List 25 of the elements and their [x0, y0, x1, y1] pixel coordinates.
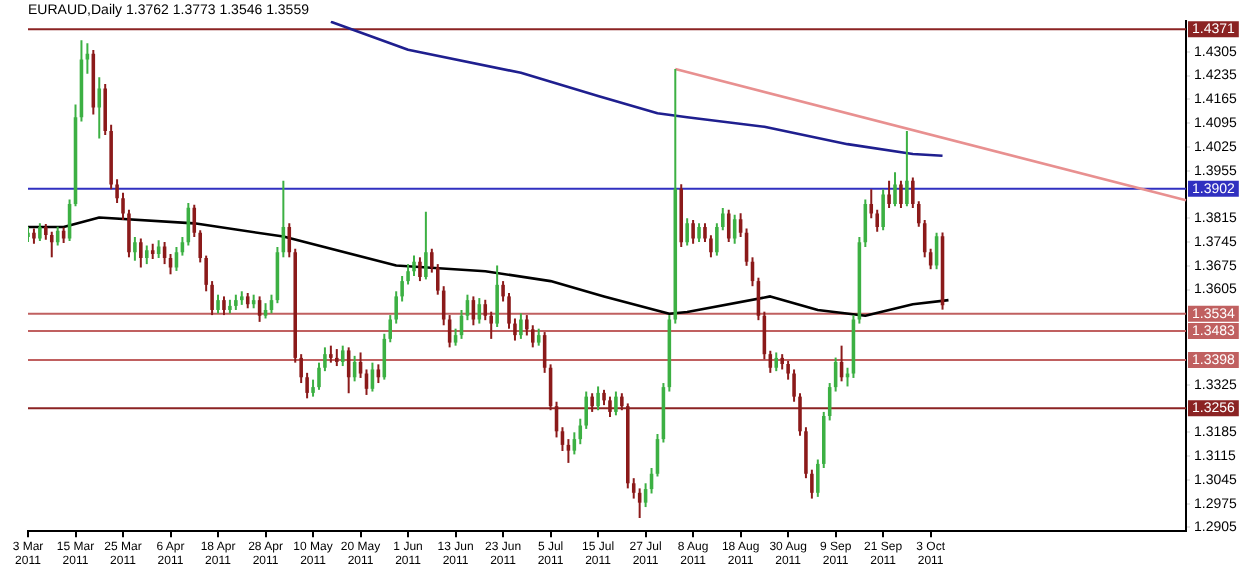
candlestick	[340, 344, 345, 368]
candlestick	[222, 295, 226, 317]
candlestick	[133, 235, 137, 262]
candlestick	[519, 312, 523, 340]
candlestick	[97, 76, 102, 140]
candlestick	[216, 293, 220, 315]
candlestick	[614, 390, 618, 417]
candlestick	[691, 218, 695, 245]
candlestick	[139, 237, 143, 269]
candlestick	[899, 179, 903, 210]
candlestick	[726, 208, 731, 244]
candlestick	[893, 171, 897, 208]
candlestick	[418, 256, 422, 283]
candlestick	[424, 210, 428, 281]
candlestick	[774, 351, 779, 373]
candlestick	[144, 244, 149, 266]
candlestick	[881, 188, 885, 232]
candlestick	[412, 254, 416, 277]
candlestick	[685, 217, 689, 247]
candlestick	[697, 222, 701, 244]
candlestick	[905, 129, 909, 208]
candlestick	[887, 179, 891, 210]
candlestick	[596, 385, 600, 412]
candlestick	[49, 230, 54, 259]
candlestick	[495, 264, 499, 328]
